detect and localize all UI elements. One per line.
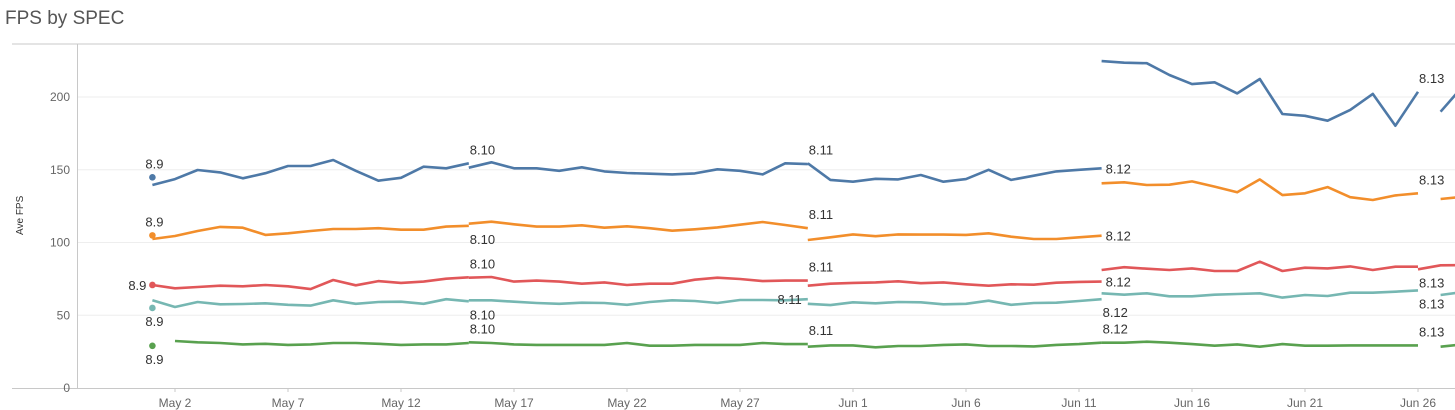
version-label: 8.13: [1419, 296, 1444, 311]
point-series-1-v8.9: [149, 174, 156, 181]
version-label: 8.12: [1106, 275, 1131, 290]
line-series-3-v8.9: [152, 276, 469, 291]
version-label: 8.11: [777, 292, 801, 307]
x-tick-label: Jun 26: [1400, 396, 1436, 410]
x-tick-label: Jun 11: [1061, 396, 1096, 410]
version-label: 8.11: [809, 260, 833, 275]
line-series-2-v8.11: [807, 232, 1102, 242]
version-label: 8.9: [145, 156, 163, 171]
line-series-4-v8.12: [1101, 289, 1419, 299]
version-label: 8.9: [145, 314, 163, 329]
y-tick-label: 0: [63, 381, 70, 395]
version-label: 8.11: [809, 323, 833, 338]
x-tick-label: Jun 1: [838, 396, 868, 410]
line-series-1-v8.13: [1439, 93, 1455, 113]
version-label: 8.9: [145, 352, 163, 367]
version-label: 8.11: [809, 207, 833, 222]
version-label: 8.9: [145, 214, 163, 229]
line-series-3-v8.13: [1417, 263, 1455, 271]
point-series-2-v8.9: [149, 232, 156, 239]
version-label: 8.10: [470, 142, 495, 157]
version-label: 8.10: [470, 232, 495, 247]
line-series-1-v8.10: [468, 161, 808, 176]
line-series-5-v8.10: [468, 341, 808, 348]
y-tick-label: 200: [50, 90, 70, 104]
version-label: 8.9: [128, 278, 146, 293]
version-label: 8.13: [1419, 172, 1444, 187]
line-series-5-v8.9: [174, 339, 469, 347]
version-label: 8.10: [470, 256, 495, 271]
x-tick-label: May 27: [720, 396, 760, 410]
line-series-5-v8.11: [807, 341, 1102, 349]
version-label: 8.12: [1106, 229, 1131, 244]
version-label: 8.12: [1103, 305, 1128, 320]
version-label: 8.13: [1419, 275, 1444, 290]
line-series-5-v8.13: [1440, 343, 1455, 348]
y-tick-label: 50: [57, 308, 71, 322]
line-series-2-v8.10: [468, 220, 808, 232]
x-tick-label: May 12: [381, 396, 421, 410]
version-label: 8.13: [1419, 71, 1444, 86]
point-series-4-v8.9: [149, 304, 156, 312]
line-series-3-v8.12: [1101, 260, 1418, 273]
line-series-1-v8.9: [152, 158, 470, 187]
point-series-3-v8.9: [149, 281, 156, 289]
x-tick-label: May 22: [607, 396, 647, 410]
line-series-2-v8.13: [1440, 196, 1455, 201]
version-label: 8.12: [1106, 161, 1131, 176]
x-tick-label: Jun 6: [951, 396, 981, 410]
version-label: 8.11: [809, 142, 833, 157]
version-label: 8.10: [470, 307, 495, 322]
line-series-4-v8.13: [1440, 291, 1455, 297]
x-tick-label: Jun 21: [1287, 396, 1323, 410]
x-tick-label: Jun 16: [1174, 396, 1210, 410]
line-series-4-v8.9: [152, 297, 469, 309]
x-tick-label: May 7: [272, 396, 305, 410]
line-series-1-v8.11: [807, 162, 1102, 183]
line-series-4-v8.10: [468, 297, 808, 307]
y-axis-label: Ave FPS: [15, 195, 26, 235]
x-tick-label: May 17: [494, 396, 534, 410]
line-series-3-v8.11: [807, 279, 1102, 288]
line-series-1-v8.12: [1101, 59, 1420, 127]
x-tick-label: May 2: [159, 396, 192, 410]
line-series-4-v8.11: [807, 297, 1102, 307]
point-series-5-v8.9: [149, 342, 156, 350]
y-tick-label: 100: [50, 236, 70, 250]
line-series-3-v8.10: [468, 275, 808, 287]
line-series-2-v8.9: [152, 224, 469, 241]
version-label: 8.13: [1419, 324, 1444, 339]
version-label: 8.10: [470, 321, 495, 336]
chart-title: FPS by SPEC: [5, 8, 125, 29]
line-series-2-v8.12: [1101, 178, 1419, 202]
line-series-5-v8.12: [1101, 340, 1418, 349]
y-tick-label: 150: [50, 163, 70, 177]
version-label: 8.12: [1103, 322, 1128, 337]
